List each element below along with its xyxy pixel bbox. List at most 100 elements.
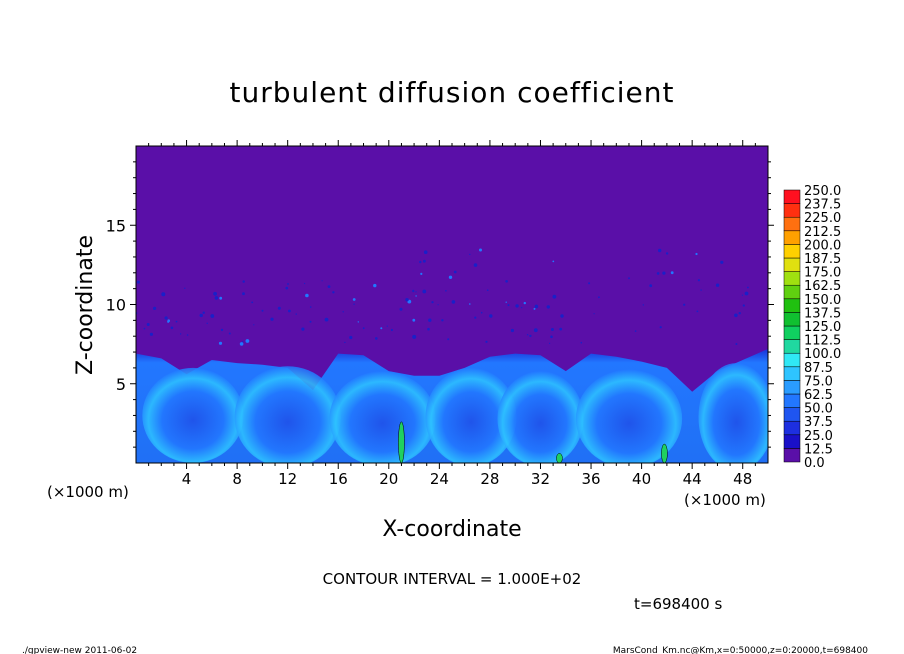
speck bbox=[241, 341, 244, 343]
speck bbox=[164, 316, 168, 320]
speck bbox=[288, 309, 291, 313]
speck bbox=[747, 286, 749, 289]
eddy-cell bbox=[425, 367, 517, 463]
colorbar-swatch bbox=[783, 244, 801, 259]
speck bbox=[375, 337, 378, 340]
x-tick-label: 44 bbox=[683, 470, 702, 488]
speck bbox=[206, 322, 208, 324]
speck bbox=[261, 309, 264, 312]
speck bbox=[342, 311, 344, 313]
plume bbox=[661, 443, 668, 463]
x-tick-label: 12 bbox=[278, 470, 297, 488]
x-unit-left: (×1000 m) bbox=[47, 483, 129, 501]
colorbar-swatch bbox=[783, 257, 801, 272]
x-tick-label: 32 bbox=[531, 470, 550, 488]
colorbar-swatch bbox=[783, 420, 801, 436]
speck bbox=[505, 301, 507, 303]
speck bbox=[441, 319, 444, 322]
speck bbox=[380, 327, 383, 330]
colorbar-label: 0.0 bbox=[804, 456, 825, 471]
x-tick-label: 40 bbox=[632, 470, 651, 488]
speck bbox=[715, 283, 720, 287]
speck bbox=[520, 306, 523, 309]
speck bbox=[253, 324, 255, 326]
x-tick-label: 16 bbox=[329, 470, 348, 488]
speck bbox=[390, 328, 393, 332]
speck bbox=[153, 306, 157, 310]
speck bbox=[245, 339, 250, 343]
speck bbox=[357, 321, 359, 323]
speck bbox=[550, 328, 554, 331]
speck bbox=[696, 310, 699, 313]
speck bbox=[149, 332, 153, 336]
colorbar-swatch bbox=[783, 298, 801, 313]
speck bbox=[469, 303, 471, 305]
speck bbox=[386, 325, 388, 327]
speck bbox=[473, 263, 478, 267]
speck bbox=[734, 313, 738, 318]
colorbar-label: 162.5 bbox=[804, 279, 841, 294]
speck bbox=[305, 293, 309, 298]
speck bbox=[415, 291, 417, 293]
speck bbox=[423, 259, 426, 263]
colorbar-label: 87.5 bbox=[804, 361, 833, 376]
speck bbox=[523, 301, 526, 305]
contour-interval: CONTOUR INTERVAL = 1.000E+02 bbox=[323, 570, 582, 588]
x-tick-label: 20 bbox=[379, 470, 398, 488]
speck bbox=[219, 296, 223, 300]
speck bbox=[214, 296, 219, 300]
speck bbox=[427, 327, 430, 331]
speck bbox=[742, 304, 745, 307]
colorbar-label: 37.5 bbox=[804, 415, 833, 430]
colorbar-label: 250.0 bbox=[804, 184, 841, 199]
speck bbox=[683, 303, 686, 306]
speck bbox=[534, 304, 539, 309]
speck bbox=[419, 260, 422, 264]
speck bbox=[634, 330, 637, 332]
speck bbox=[474, 316, 477, 319]
speck bbox=[202, 311, 205, 314]
speck bbox=[327, 285, 331, 288]
speck bbox=[447, 338, 450, 341]
eddy-cell bbox=[234, 366, 341, 463]
speck bbox=[598, 296, 600, 299]
speck bbox=[161, 292, 166, 297]
speck bbox=[304, 282, 306, 285]
speck bbox=[428, 318, 432, 322]
speck bbox=[287, 283, 289, 285]
colorbar-label: 225.0 bbox=[804, 211, 841, 226]
x-tick-label: 36 bbox=[581, 470, 600, 488]
speck bbox=[533, 328, 538, 333]
speck bbox=[550, 335, 553, 339]
speck bbox=[423, 250, 428, 254]
x-tick-label: 24 bbox=[430, 470, 449, 488]
speck bbox=[656, 272, 660, 275]
footer-right: MarsCond_Km.nc@Km,x=0:50000,z=0:20000,t=… bbox=[613, 646, 868, 654]
speck bbox=[242, 280, 245, 283]
x-tick-label: 48 bbox=[733, 470, 752, 488]
speck bbox=[405, 298, 409, 302]
speck bbox=[560, 314, 564, 318]
speck bbox=[526, 334, 529, 336]
speck bbox=[431, 301, 434, 304]
speck bbox=[695, 252, 698, 256]
y-tick-label: 10 bbox=[106, 296, 126, 315]
speck bbox=[628, 277, 630, 280]
plot-area bbox=[136, 146, 768, 463]
colorbar-swatch bbox=[783, 312, 801, 327]
eddy-cell bbox=[329, 371, 436, 463]
speck bbox=[546, 305, 550, 309]
y-axis: 5 10 15 bbox=[106, 161, 774, 448]
speck bbox=[167, 320, 170, 323]
speck bbox=[362, 327, 365, 330]
speck bbox=[422, 289, 427, 294]
speck bbox=[415, 295, 417, 297]
speck bbox=[251, 301, 254, 304]
colorbar-label: 62.5 bbox=[804, 388, 833, 403]
speck bbox=[136, 280, 140, 284]
colorbar-label: 75.0 bbox=[804, 374, 833, 389]
speck bbox=[373, 283, 377, 288]
colorbar-label: 187.5 bbox=[804, 252, 841, 267]
speck bbox=[658, 248, 662, 253]
